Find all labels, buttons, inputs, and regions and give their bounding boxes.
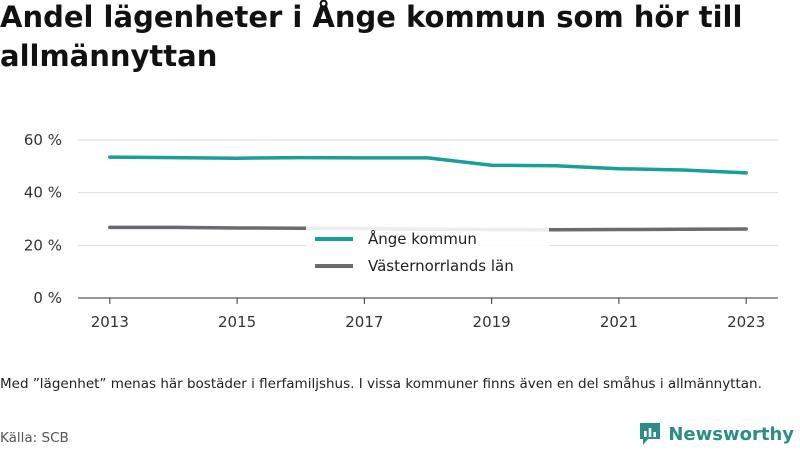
series-lines <box>108 155 748 232</box>
legend-label: Ånge kommun <box>368 229 477 248</box>
legend: Ånge kommun Västernorrlands län <box>306 224 549 282</box>
x-tick-label: 2023 <box>727 313 765 331</box>
axes: 0 % 20 % 40 % 60 % 2013 2015 2017 2019 2021 2023 <box>24 131 778 331</box>
brand-logo: Newsworthy <box>638 420 794 448</box>
x-tick-label: 2013 <box>91 313 129 331</box>
series-line-0 <box>108 155 748 175</box>
legend-label: Västernorrlands län <box>368 257 514 275</box>
x-tick-label: 2019 <box>473 313 511 331</box>
x-tick-label: 2021 <box>600 313 638 331</box>
y-tick-label: 20 % <box>24 236 62 254</box>
y-tick-label: 60 % <box>24 131 62 149</box>
x-tick-label: 2017 <box>345 313 383 331</box>
chart-title: Andel lägenheter i Ånge kommun som hör t… <box>0 0 743 73</box>
source-label: Källa: SCB <box>0 430 69 446</box>
y-tick-label: 40 % <box>24 184 62 202</box>
chart-note: Med ”lägenhet” menas här bostäder i fler… <box>0 376 762 392</box>
legend-background <box>306 224 549 282</box>
y-tick-label: 0 % <box>33 289 62 307</box>
newsworthy-logo-icon <box>640 423 661 445</box>
brand-name: Newsworthy <box>668 423 794 445</box>
line-chart: 0 %20 %40 %60 %2013 2015 2017 2019 2021 2023 … <box>24 131 778 331</box>
x-tick-label: 2015 <box>218 313 256 331</box>
